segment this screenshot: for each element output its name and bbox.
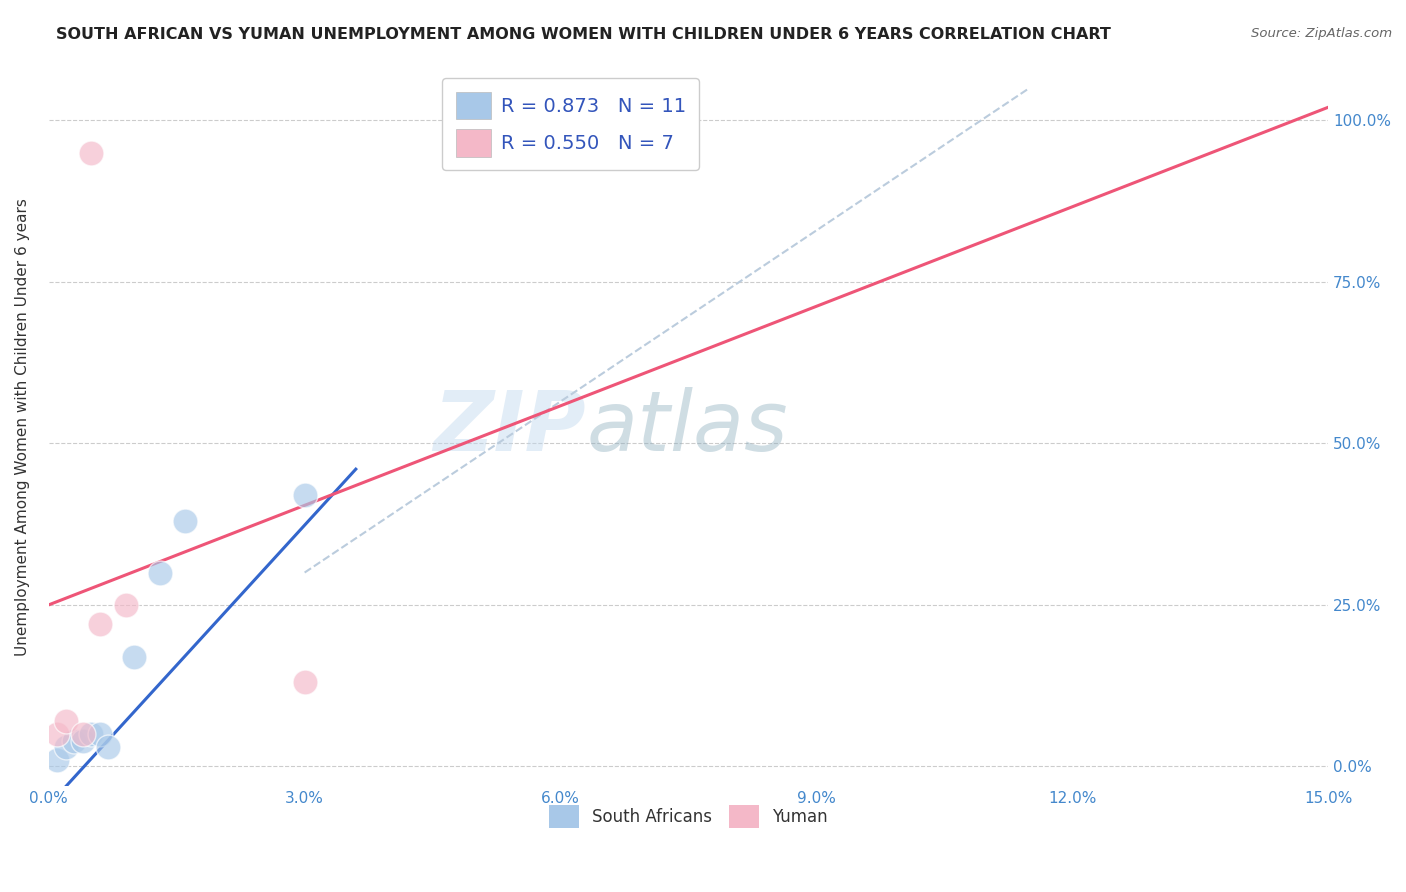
Point [72, 733, 94, 747]
Point [46, 753, 69, 767]
Point [114, 598, 136, 612]
Point [63, 733, 86, 747]
Point [55, 739, 77, 754]
Point [72, 727, 94, 741]
Point [89, 727, 111, 741]
Point [294, 488, 316, 502]
Text: SOUTH AFRICAN VS YUMAN UNEMPLOYMENT AMONG WOMEN WITH CHILDREN UNDER 6 YEARS CORR: SOUTH AFRICAN VS YUMAN UNEMPLOYMENT AMON… [56, 27, 1111, 42]
Point [80, 145, 103, 160]
Y-axis label: Unemployment Among Women with Children Under 6 years: Unemployment Among Women with Children U… [15, 198, 30, 657]
Point [89, 617, 111, 632]
Point [122, 649, 145, 664]
Text: ZIP: ZIP [433, 386, 586, 467]
Point [97, 739, 120, 754]
Point [46, 727, 69, 741]
Point [80, 727, 103, 741]
Point [294, 675, 316, 690]
Legend: South Africans, Yuman: South Africans, Yuman [543, 798, 835, 835]
Point [149, 566, 172, 580]
Point [174, 514, 197, 528]
Text: Source: ZipAtlas.com: Source: ZipAtlas.com [1251, 27, 1392, 40]
Text: atlas: atlas [586, 386, 787, 467]
Point [55, 714, 77, 728]
